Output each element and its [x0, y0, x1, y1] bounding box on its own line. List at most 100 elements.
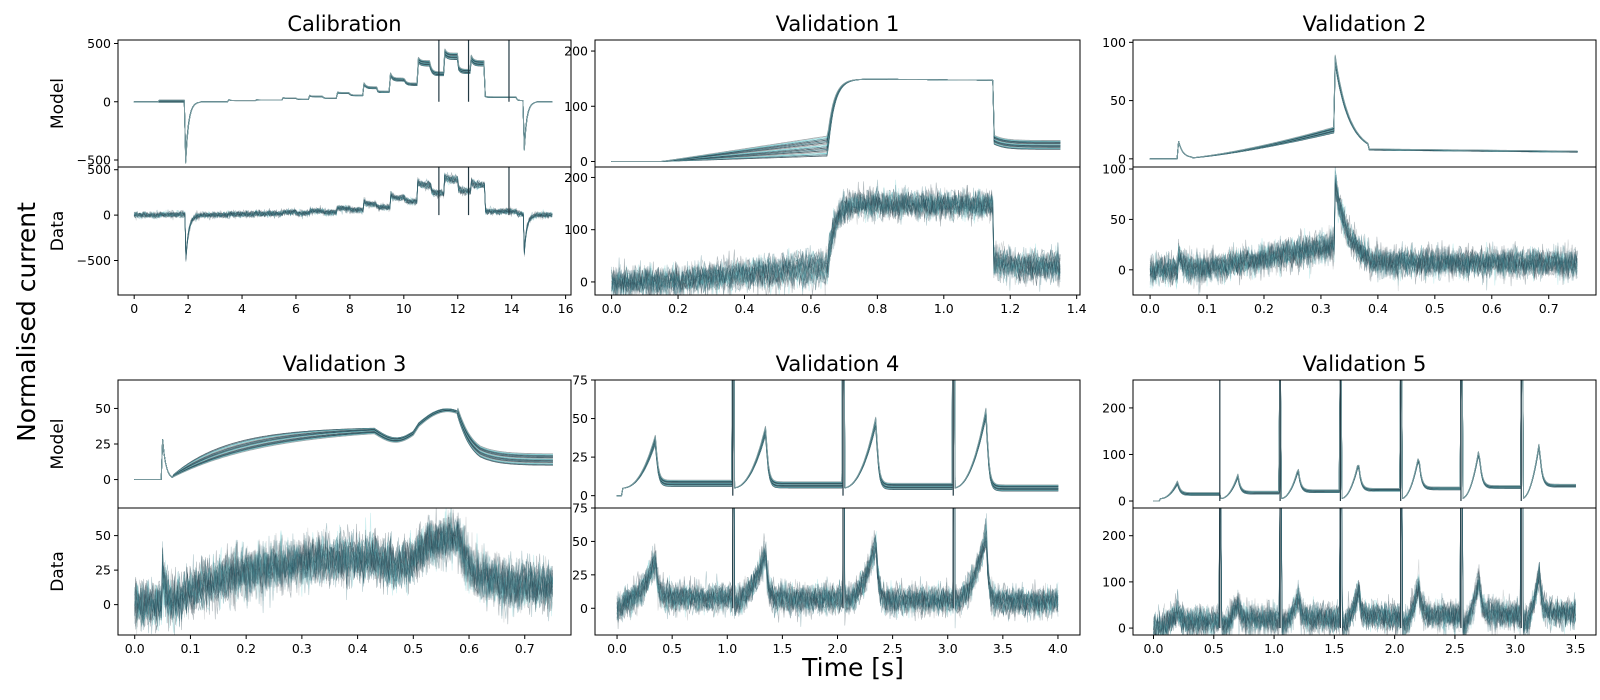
xtick-label: 0.7 — [515, 641, 535, 656]
data-subplot: 500 0 −500 Data 0 2 4 6 8 10 12 14 16 — [48, 162, 574, 316]
data-trace — [133, 177, 553, 259]
ytick-label: 0 — [580, 274, 588, 289]
ytick-label: 100 — [564, 99, 588, 114]
model-traces — [1153, 380, 1576, 502]
data-trace — [133, 171, 553, 260]
xtick-label: 3.5 — [1566, 641, 1586, 656]
data-trace — [134, 525, 553, 630]
model-trace — [134, 409, 554, 481]
data-trace — [134, 523, 553, 626]
data-trace — [134, 518, 553, 629]
xtick-label: 2.0 — [828, 641, 848, 656]
model-trace — [1149, 54, 1578, 160]
data-trace — [1149, 178, 1578, 283]
data-trace — [616, 508, 1059, 629]
data-trace — [133, 175, 553, 258]
model-trace — [134, 408, 554, 481]
data-trace — [1153, 508, 1576, 635]
data-trace — [134, 519, 553, 623]
data-trace — [1149, 182, 1578, 284]
data-trace — [611, 184, 1061, 295]
data-trace — [1149, 183, 1578, 288]
xtick-label: 14 — [504, 301, 520, 316]
model-trace — [1149, 60, 1578, 160]
data-traces — [133, 167, 553, 262]
xtick-label: 0.4 — [735, 301, 755, 316]
data-trace — [611, 189, 1061, 295]
data-trace — [133, 175, 553, 258]
ytick-label: −500 — [77, 153, 111, 168]
data-trace — [611, 187, 1061, 295]
model-trace — [133, 53, 553, 159]
model-trace — [1149, 60, 1578, 160]
ytick-label: 0 — [580, 154, 588, 169]
data-trace — [616, 508, 1059, 619]
data-trace — [616, 508, 1059, 619]
data-trace — [134, 508, 553, 627]
data-trace — [1149, 180, 1578, 286]
figure-xlabel: Time [s] — [801, 653, 904, 682]
model-trace — [133, 54, 553, 159]
data-trace — [1149, 188, 1578, 287]
data-trace — [616, 508, 1059, 618]
data-trace — [1153, 508, 1576, 635]
model-trace — [134, 408, 554, 481]
model-traces — [133, 40, 553, 164]
data-trace — [133, 177, 553, 259]
data-trace — [1153, 508, 1576, 635]
data-trace — [1149, 170, 1578, 285]
model-trace — [1149, 59, 1578, 160]
xtick-label: 0.8 — [867, 301, 887, 316]
data-trace — [1153, 508, 1576, 635]
data-trace — [134, 508, 553, 634]
data-trace — [133, 176, 553, 258]
model-trace — [133, 50, 553, 163]
data-trace — [616, 508, 1059, 619]
data-trace — [1149, 174, 1578, 291]
data-trace — [611, 186, 1061, 295]
data-trace — [134, 516, 553, 626]
xtick-label: 0.1 — [1197, 301, 1217, 316]
xtick-label: 0.4 — [1368, 301, 1388, 316]
xtick-label: 1.4 — [1067, 301, 1087, 316]
data-trace — [1149, 167, 1578, 287]
data-trace — [616, 508, 1059, 616]
model-trace — [134, 408, 554, 481]
data-trace — [616, 508, 1059, 622]
data-trace — [1153, 508, 1576, 635]
data-trace — [1153, 508, 1576, 635]
data-trace — [133, 176, 553, 257]
model-subplot: 75 50 25 0 — [572, 373, 1081, 509]
ytick-label: 25 — [95, 437, 111, 452]
model-trace — [1149, 61, 1578, 160]
model-row-label: Model — [48, 78, 68, 129]
panel-title: Validation 5 — [1303, 352, 1427, 376]
data-trace — [133, 175, 553, 260]
data-trace — [1153, 508, 1576, 635]
panel-title: Validation 2 — [1303, 12, 1427, 36]
data-trace — [133, 172, 553, 262]
data-trace — [611, 187, 1061, 295]
data-trace — [1149, 184, 1578, 285]
model-trace — [1149, 64, 1578, 160]
data-trace — [134, 521, 553, 629]
data-trace — [1149, 184, 1578, 287]
xtick-label: 0.0 — [125, 641, 145, 656]
data-trace — [616, 508, 1059, 623]
xtick-label: 1.0 — [934, 301, 954, 316]
data-trace — [616, 508, 1059, 621]
panel-v5: Validation 5 200 100 0 200 100 0 0.0 0.5 1.0 1.5 2.… — [1102, 352, 1597, 656]
data-trace — [134, 512, 553, 635]
data-trace — [616, 508, 1059, 623]
model-trace — [134, 408, 554, 481]
xtick-label: 2.0 — [1385, 641, 1405, 656]
ytick-label: 0 — [103, 472, 111, 487]
data-trace — [133, 173, 553, 258]
data-trace — [616, 508, 1059, 621]
ytick-label: 0 — [1118, 494, 1126, 509]
data-trace — [134, 519, 553, 635]
data-trace — [134, 519, 553, 625]
data-trace — [134, 521, 553, 635]
